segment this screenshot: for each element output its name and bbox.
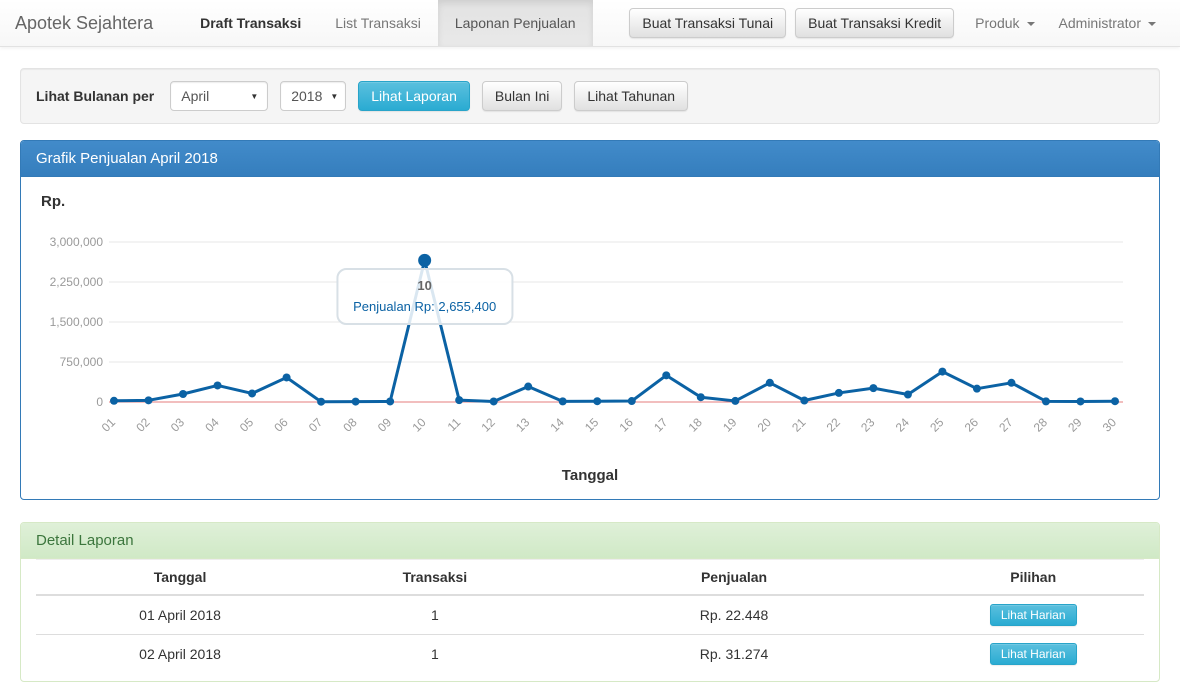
svg-text:16: 16 [617,415,637,435]
svg-text:10: 10 [409,415,429,435]
svg-text:21: 21 [789,415,809,435]
filter-bar: Lihat Bulanan per April ▼ 2018 ▼ Lihat L… [20,68,1160,124]
lihat-laporan-button[interactable]: Lihat Laporan [358,81,470,111]
svg-text:26: 26 [962,415,982,435]
cell-pilihan: Lihat Harian [922,634,1144,673]
svg-text:27: 27 [996,415,1016,435]
svg-text:08: 08 [340,415,360,435]
svg-text:05: 05 [237,415,257,435]
y-axis-label: Rp. [41,193,66,210]
svg-text:11: 11 [445,415,464,434]
svg-text:30: 30 [1100,415,1120,435]
buat-transaksi-tunai-button[interactable]: Buat Transaksi Tunai [629,8,787,38]
brand[interactable]: Apotek Sejahtera [15,12,154,33]
cell-penjualan: Rp. 31.274 [545,634,923,673]
produk-dropdown-label: Produk [975,15,1020,31]
chart-panel: Grafik Penjualan April 2018 Rp. 3,000,00… [20,140,1160,500]
tooltip-date: 10 [417,278,432,294]
svg-text:1,500,000: 1,500,000 [50,315,104,329]
table-header-row: Tanggal Transaksi Penjualan Pilihan [36,559,1144,596]
cell-tanggal: 01 April 2018 [36,594,325,635]
nav-list-transaksi[interactable]: List Transaksi [335,15,421,31]
filter-label: Lihat Bulanan per [36,88,155,104]
header-transaksi: Transaksi [324,559,546,596]
header-tanggal: Tanggal [36,559,325,596]
navbar: Apotek Sejahtera Draft Transaksi List Tr… [0,0,1180,47]
produk-dropdown[interactable]: Produk [963,15,1046,31]
lihat-harian-button[interactable]: Lihat Harian [989,604,1077,626]
svg-text:04: 04 [202,415,222,435]
svg-text:14: 14 [547,415,567,435]
lihat-harian-button[interactable]: Lihat Harian [989,643,1077,665]
svg-text:24: 24 [893,415,913,435]
cell-pilihan: Lihat Harian [922,594,1144,635]
cell-penjualan: Rp. 22.448 [545,594,923,635]
svg-text:29: 29 [1065,415,1085,435]
tooltip-value: Penjualan Rp: 2,655,400 [353,299,497,315]
svg-text:3,000,000: 3,000,000 [50,235,104,249]
year-select-value: 2018 [291,88,323,104]
month-select-value: April [181,88,210,104]
svg-text:19: 19 [720,415,740,435]
svg-text:03: 03 [168,415,188,435]
header-pilihan: Pilihan [922,559,1144,596]
chart-panel-title: Grafik Penjualan April 2018 [21,141,1159,177]
month-select[interactable]: April ▼ [170,81,269,111]
x-axis-label: Tanggal [561,467,619,484]
svg-text:18: 18 [686,415,706,435]
nav-laporan-penjualan[interactable]: Laponan Penjualan [437,0,593,46]
detail-panel: Detail Laporan Tanggal Transaksi Penjual… [20,522,1160,682]
caret-down-icon [1026,22,1035,26]
table-row: 01 April 2018 1 Rp. 22.448 Lihat Harian [36,594,1144,635]
administrator-dropdown[interactable]: Administrator [1047,15,1168,31]
chart-canvas: 3,000,000 2,250,000 1,500,000 750,000 0 01 02 0… [50,235,1123,435]
cell-tanggal: 02 April 2018 [36,634,325,673]
svg-text:06: 06 [271,415,291,435]
detail-table: Tanggal Transaksi Penjualan Pilihan 01 A… [36,559,1144,673]
svg-text:25: 25 [927,415,947,435]
nav-draft-transaksi[interactable]: Draft Transaksi [200,15,302,31]
cell-transaksi: 1 [324,634,546,673]
table-row: 02 April 2018 1 Rp. 31.274 Lihat Harian [36,634,1144,673]
svg-text:28: 28 [1031,415,1051,435]
header-penjualan: Penjualan [545,559,923,596]
caret-down-icon: ▼ [250,91,259,101]
svg-text:09: 09 [375,415,395,435]
cell-transaksi: 1 [324,594,546,635]
svg-text:22: 22 [824,415,844,435]
chart-tooltip: 10 Penjualan Rp: 2,655,400 [336,268,514,326]
buat-transaksi-kredit-button[interactable]: Buat Transaksi Kredit [795,8,955,38]
svg-text:2,250,000: 2,250,000 [50,275,104,289]
bulan-ini-button[interactable]: Bulan Ini [481,81,563,111]
svg-text:750,000: 750,000 [60,355,104,369]
svg-text:0: 0 [96,395,103,409]
svg-text:12: 12 [478,415,498,435]
svg-text:13: 13 [513,415,533,435]
caret-down-icon: ▼ [330,91,339,101]
svg-text:01: 01 [99,415,119,435]
lihat-tahunan-button[interactable]: Lihat Tahunan [574,81,689,111]
svg-text:20: 20 [755,415,775,435]
svg-text:17: 17 [651,415,671,435]
administrator-dropdown-label: Administrator [1058,15,1141,31]
svg-text:23: 23 [858,415,878,435]
year-select[interactable]: 2018 ▼ [280,81,347,111]
svg-text:02: 02 [133,415,153,435]
svg-text:15: 15 [582,415,602,435]
detail-panel-title: Detail Laporan [21,523,1159,559]
sales-line-chart[interactable]: 3,000,000 2,250,000 1,500,000 750,000 0 01 02 0… [36,215,1144,467]
caret-down-icon [1148,22,1156,26]
svg-text:07: 07 [306,415,326,435]
